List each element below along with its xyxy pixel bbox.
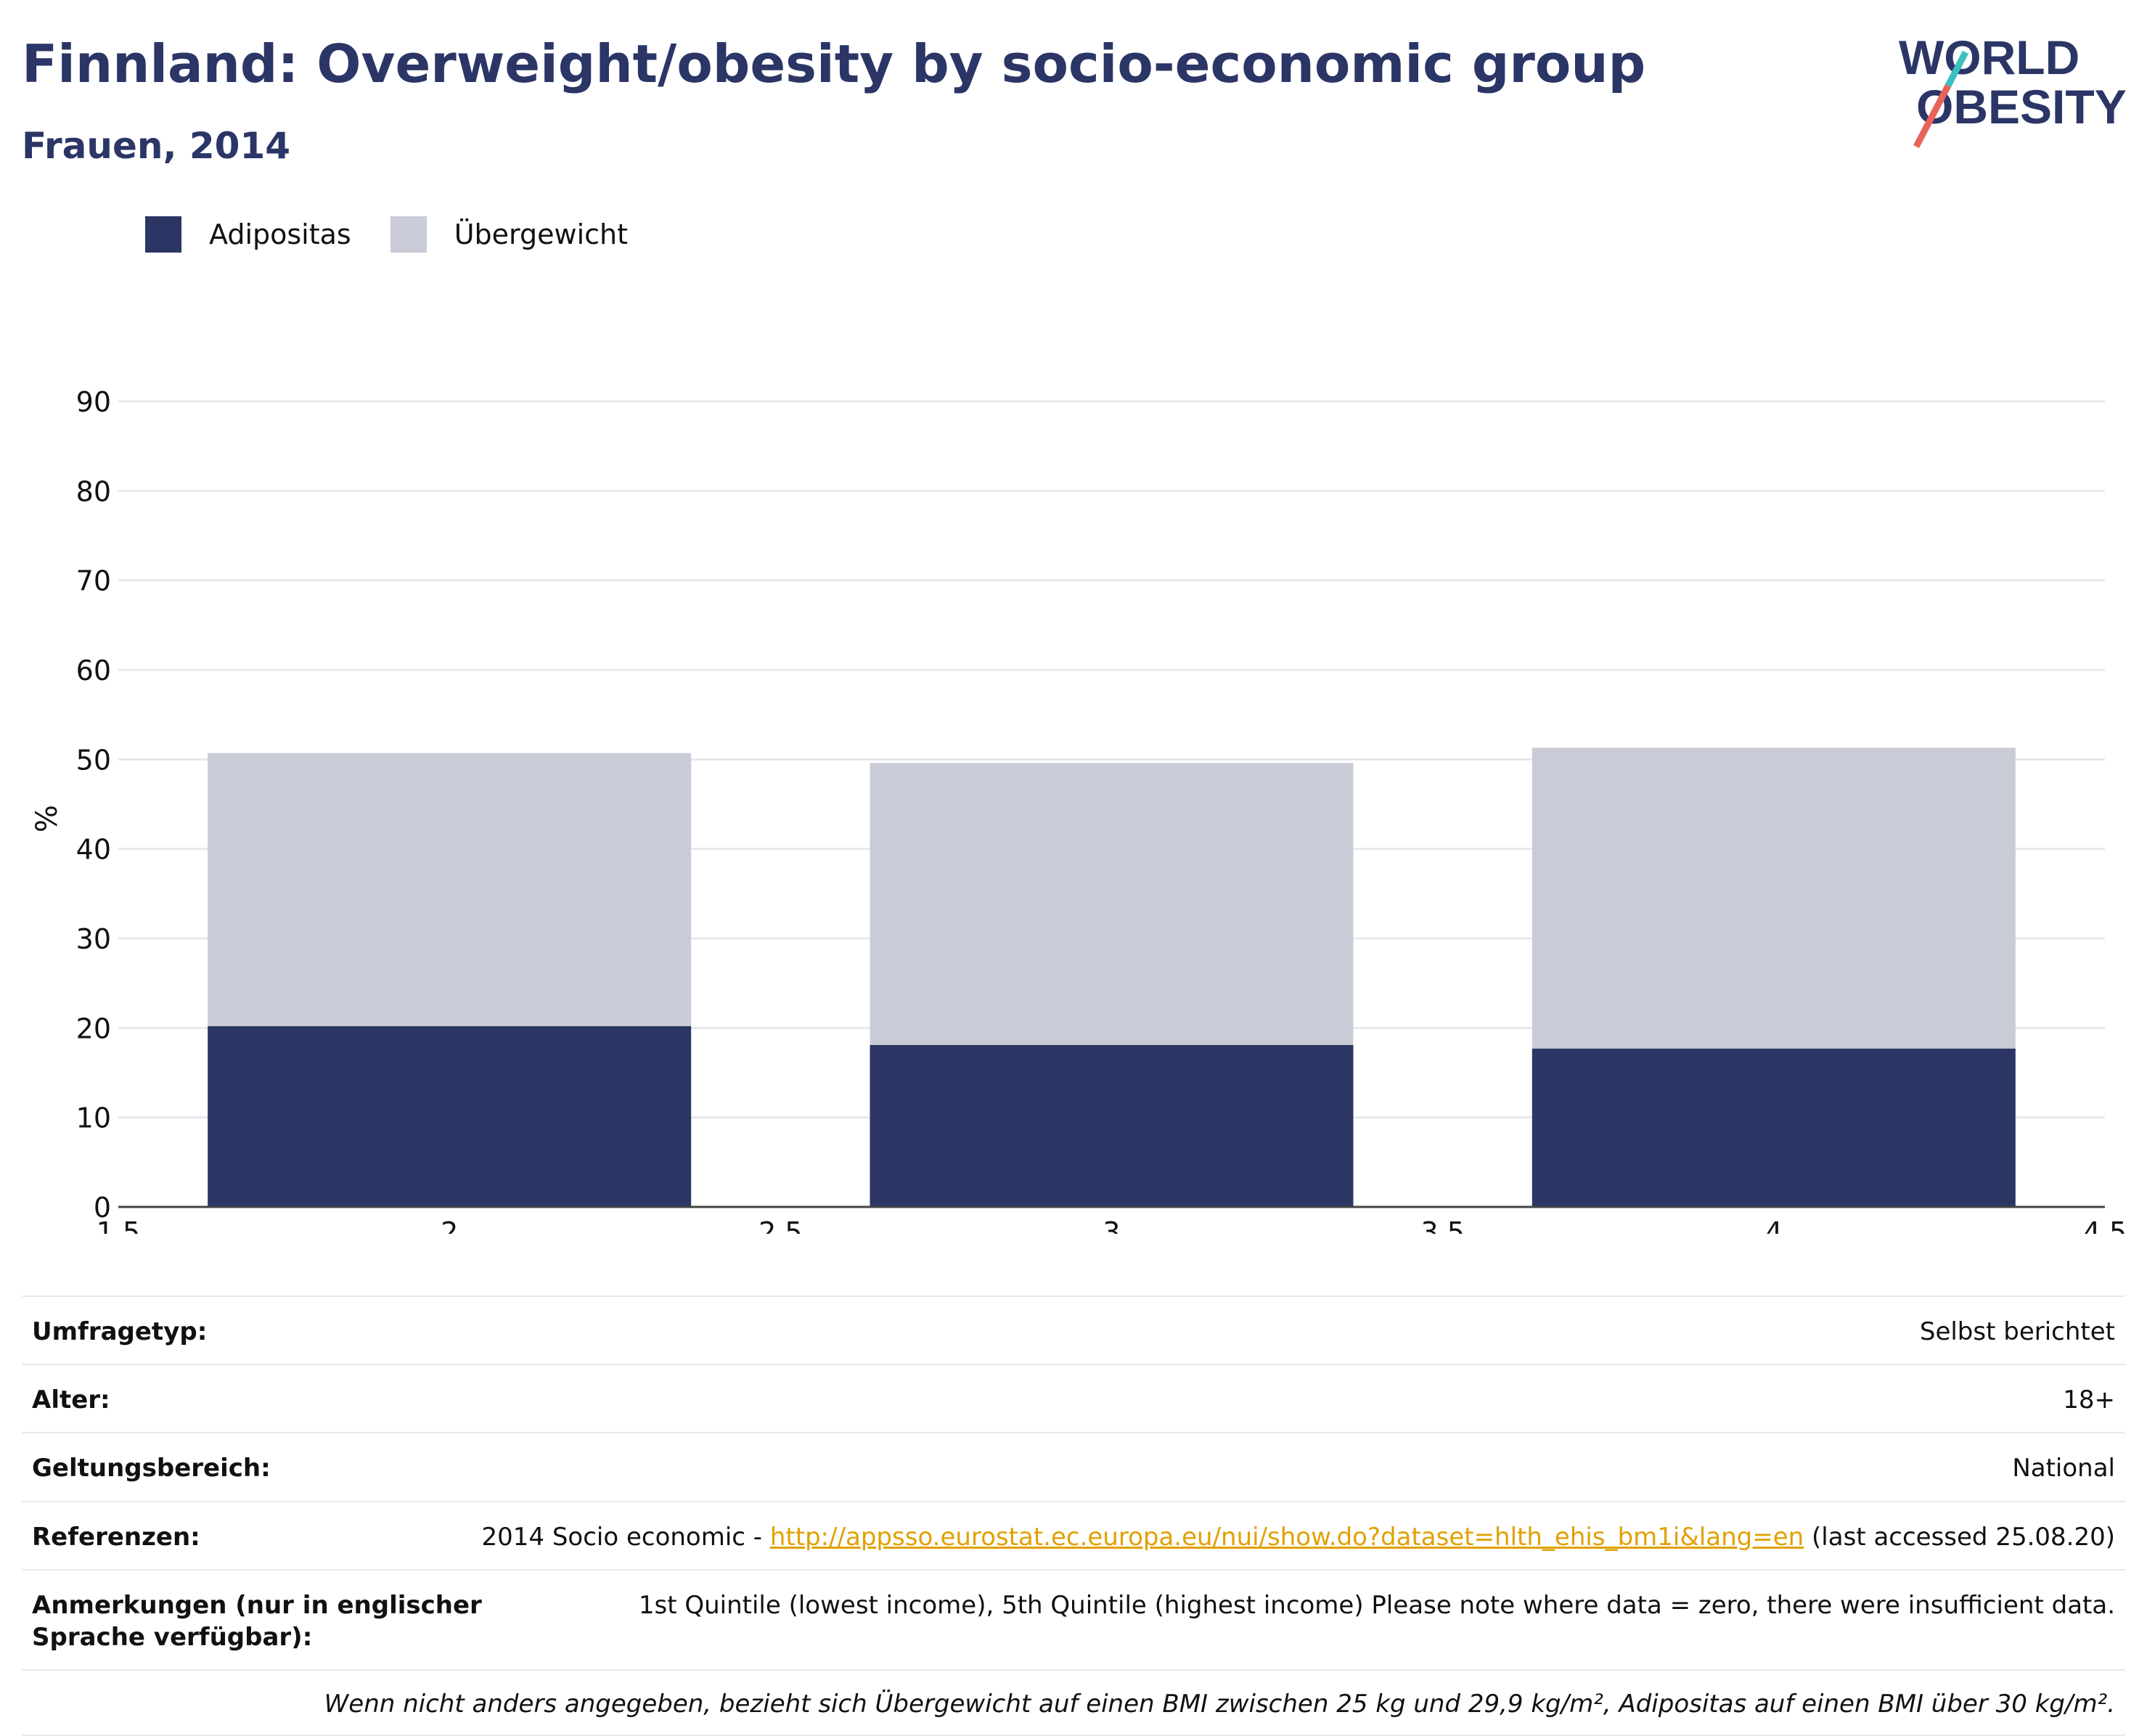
- y-tick-label: 0: [94, 1192, 111, 1224]
- x-tick-label: 3: [1103, 1216, 1120, 1234]
- y-axis-title: %: [30, 805, 64, 832]
- info-label: Anmerkungen (nur in englischer Sprache v…: [32, 1590, 482, 1652]
- x-tick-label: 2: [441, 1216, 458, 1234]
- info-label: Alter:: [32, 1385, 110, 1415]
- info-row-references: Referenzen: 2014 Socio economic - http:/…: [22, 1500, 2125, 1569]
- legend-item-obesity[interactable]: Adipositas: [145, 216, 351, 253]
- legend-label-overweight: Übergewicht: [454, 218, 628, 250]
- bar-overweight: [870, 763, 1354, 1045]
- info-table: Umfragetyp: Selbst berichtet Alter: 18+ …: [22, 1295, 2125, 1736]
- reference-prefix: 2014 Socio economic -: [481, 1522, 770, 1552]
- y-tick-label: 30: [76, 923, 111, 955]
- y-tick-label: 60: [76, 655, 111, 687]
- legend-swatch-overweight: [390, 216, 427, 253]
- y-tick-label: 80: [76, 475, 111, 507]
- y-tick-label: 50: [76, 744, 111, 776]
- info-value: National: [2012, 1454, 2115, 1483]
- bar-obesity: [1531, 1048, 2016, 1207]
- reference-suffix: (last accessed 25.08.20): [1804, 1522, 2115, 1552]
- info-row-age: Alter: 18+: [22, 1364, 2125, 1432]
- info-value: Selbst berichtet: [1919, 1317, 2115, 1346]
- reference-link[interactable]: http://appsso.eurostat.ec.europa.eu/nui/…: [769, 1522, 1804, 1552]
- logo-line1: WORLD: [1899, 30, 2079, 84]
- x-tick-label: 4.5: [2083, 1216, 2127, 1234]
- bar-obesity: [870, 1044, 1354, 1207]
- bar-chart: 0 10 20 30 40 50 60 70 80 90 1.5 2 2.5 3 3.5 4 4.5%: [30, 386, 2127, 1234]
- info-value: 1st Quintile (lowest income), 5th Quinti…: [638, 1590, 2115, 1620]
- info-label: Referenzen:: [32, 1522, 200, 1552]
- info-label: Geltungsbereich:: [32, 1454, 271, 1483]
- page-title: Finnland: Overweight/obesity by socio-ec…: [22, 33, 1646, 94]
- x-tick-label: 2.5: [758, 1216, 802, 1234]
- bmi-footnote: Wenn nicht anders angegeben, bezieht sic…: [22, 1669, 2125, 1736]
- page-subtitle: Frauen, 2014: [22, 125, 291, 167]
- info-row-notes: Anmerkungen (nur in englischer Sprache v…: [22, 1568, 2125, 1669]
- info-value: 18+: [2063, 1385, 2115, 1415]
- info-row-coverage: Geltungsbereich: National: [22, 1432, 2125, 1500]
- logo-slash-red: [1913, 83, 1951, 149]
- y-tick-label: 20: [76, 1012, 111, 1044]
- y-tick-label: 40: [76, 834, 111, 866]
- legend-label-obesity: Adipositas: [209, 218, 351, 250]
- logo-line2: OBESITY: [1916, 80, 2127, 134]
- y-tick-label: 90: [76, 386, 111, 418]
- y-tick-label: 10: [76, 1102, 111, 1134]
- bar-overweight: [1531, 748, 2016, 1049]
- info-row-survey-type: Umfragetyp: Selbst berichtet: [22, 1295, 2125, 1364]
- x-tick-label: 3.5: [1420, 1216, 1464, 1234]
- bar-overweight: [208, 753, 692, 1026]
- x-tick-label: 1.5: [97, 1216, 140, 1234]
- info-label: Umfragetyp:: [32, 1317, 208, 1346]
- legend-item-overweight[interactable]: Übergewicht: [390, 216, 628, 253]
- chart-legend: Adipositas Übergewicht: [145, 216, 667, 253]
- logo-slash-teal: [1945, 50, 1968, 88]
- y-tick-label: 70: [76, 565, 111, 597]
- legend-swatch-obesity: [145, 216, 181, 253]
- world-obesity-logo: WORLD OBESITY: [1899, 30, 2127, 149]
- info-value: 2014 Socio economic - http://appsso.euro…: [481, 1521, 2115, 1553]
- bar-obesity: [208, 1025, 692, 1207]
- x-tick-label: 4: [1765, 1216, 1783, 1234]
